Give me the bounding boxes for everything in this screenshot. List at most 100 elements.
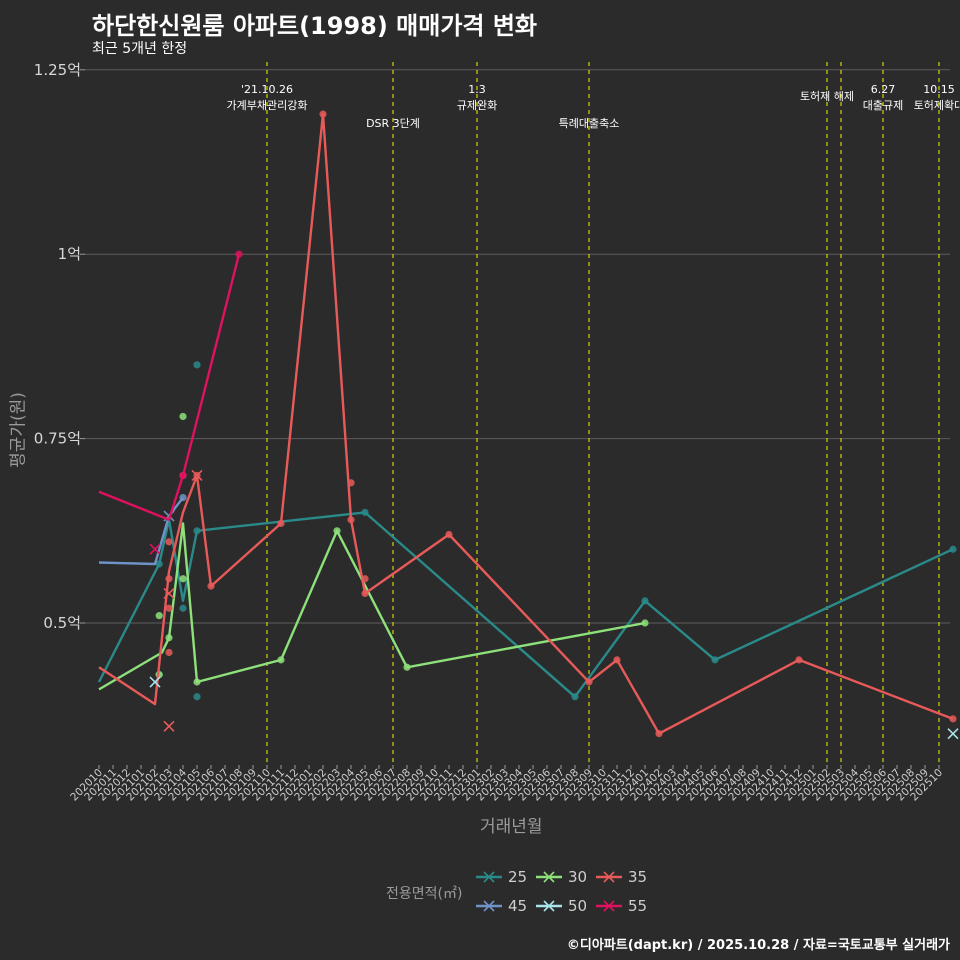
data-point-45 xyxy=(179,494,187,502)
data-point-30 xyxy=(641,619,649,627)
event-label: 토허제확대 xyxy=(914,99,960,112)
legend-key-cross xyxy=(603,900,615,912)
legend-label: 25 xyxy=(508,868,528,886)
data-point-35 xyxy=(585,678,593,686)
legend-key-25 xyxy=(476,871,502,883)
data-point-35 xyxy=(319,110,327,118)
data-point-25 xyxy=(641,597,649,605)
data-point-30 xyxy=(277,656,285,664)
data-point-25 xyxy=(193,361,201,369)
source-caption: ©디아파트(dapt.kr) / 2025.10.28 / 자료=국토교통부 실… xyxy=(566,938,950,953)
data-point-30 xyxy=(193,678,201,686)
data-point-30 xyxy=(179,575,187,583)
data-point-35 xyxy=(795,656,803,664)
y-axis-title: 평균가(원) xyxy=(2,392,30,468)
data-point-35 xyxy=(361,575,369,583)
data-point-25 xyxy=(179,604,187,612)
data-point-35 xyxy=(207,582,215,590)
series-line-55 xyxy=(98,253,241,521)
data-point-25 xyxy=(711,656,719,664)
data-cross-50 xyxy=(947,728,959,740)
legend-item-45: 45 xyxy=(474,895,564,917)
data-cross-35 xyxy=(163,587,175,600)
cross-stroke xyxy=(149,676,161,688)
legend-title: 전용면적(㎡) xyxy=(386,886,463,902)
data-point-35 xyxy=(445,530,453,539)
event-label: 규제완화 xyxy=(457,99,497,112)
legend-label: 35 xyxy=(628,868,648,886)
data-point-35 xyxy=(613,656,621,664)
data-point-30 xyxy=(155,612,163,620)
data-point-35 xyxy=(347,516,355,524)
legend-key-50 xyxy=(536,900,562,912)
legend-item-50: 50 xyxy=(534,895,624,917)
legend-item-35: 35 xyxy=(594,866,684,888)
chart-title: 하단한신원룸 아파트(1998) 매매가격 변화 xyxy=(92,12,537,40)
data-point-25 xyxy=(361,508,369,516)
legend-key-55 xyxy=(596,900,622,912)
legend-key-30 xyxy=(536,871,562,883)
data-point-30 xyxy=(333,527,341,535)
data-point-25 xyxy=(949,545,957,553)
data-point-35 xyxy=(165,648,173,657)
y-tick-label: 1.25억 xyxy=(34,61,81,79)
cross-stroke xyxy=(947,728,959,740)
event-label: 토허제 해제 xyxy=(800,89,854,103)
legend-item-55: 55 xyxy=(594,895,684,917)
series-line-35 xyxy=(98,112,954,735)
legend-label: 45 xyxy=(508,897,528,915)
chart-subtitle: 최근 5개년 한정 xyxy=(92,41,188,57)
legend-key-cross xyxy=(543,900,555,912)
cross-stroke xyxy=(163,720,175,732)
event-label: DSR 3단계 xyxy=(366,117,420,130)
data-point-55 xyxy=(179,471,187,480)
legend-label: 30 xyxy=(568,868,588,886)
data-cross-35 xyxy=(191,469,203,482)
data-point-30 xyxy=(165,634,173,642)
data-point-35 xyxy=(949,715,957,723)
legend-item-25: 25 xyxy=(474,866,564,888)
data-point-30 xyxy=(403,663,411,671)
legend-key-cross xyxy=(483,900,495,912)
x-axis-title: 거래년월 xyxy=(480,817,543,837)
event-label: 대출규제 xyxy=(863,99,903,112)
data-point-35 xyxy=(277,519,285,528)
legend-label: 50 xyxy=(568,897,588,915)
y-tick-label: 0.5억 xyxy=(43,614,81,632)
series-line-45 xyxy=(98,496,184,566)
data-point-35 xyxy=(165,538,173,546)
data-point-30 xyxy=(179,412,187,421)
data-point-25 xyxy=(571,693,579,701)
legend-label: 55 xyxy=(628,897,648,915)
legend-key-cross xyxy=(603,871,615,883)
data-point-35 xyxy=(165,604,173,612)
event-label: 10.15 xyxy=(923,83,955,96)
cross-stroke xyxy=(149,543,161,555)
data-point-35 xyxy=(655,730,663,738)
event-label: 가계부채관리강화 xyxy=(227,99,308,112)
cross-stroke xyxy=(163,587,175,600)
data-point-25 xyxy=(155,560,163,568)
data-cross-50 xyxy=(149,676,161,688)
cross-stroke xyxy=(191,469,203,482)
data-point-35 xyxy=(165,575,173,583)
data-point-35 xyxy=(347,479,355,487)
legend-key-cross xyxy=(543,871,555,883)
event-label: '21.10.26 xyxy=(241,83,293,96)
legend-item-30: 30 xyxy=(534,866,624,888)
data-point-55 xyxy=(235,250,243,258)
y-tick-label: 0.75억 xyxy=(34,430,81,448)
event-label: 6.27 xyxy=(871,83,896,96)
data-cross-55 xyxy=(149,543,161,555)
y-axis-title-text: 평균가(원) xyxy=(8,392,29,468)
data-point-35 xyxy=(361,589,369,598)
legend-key-cross xyxy=(483,871,495,883)
y-tick-label: 1억 xyxy=(58,245,81,263)
event-label: 1.3 xyxy=(468,83,486,96)
data-point-25 xyxy=(193,693,201,701)
data-cross-35 xyxy=(163,720,175,732)
event-label: 특례대출축소 xyxy=(559,117,620,130)
data-point-25 xyxy=(193,527,201,535)
legend-key-45 xyxy=(476,900,502,912)
